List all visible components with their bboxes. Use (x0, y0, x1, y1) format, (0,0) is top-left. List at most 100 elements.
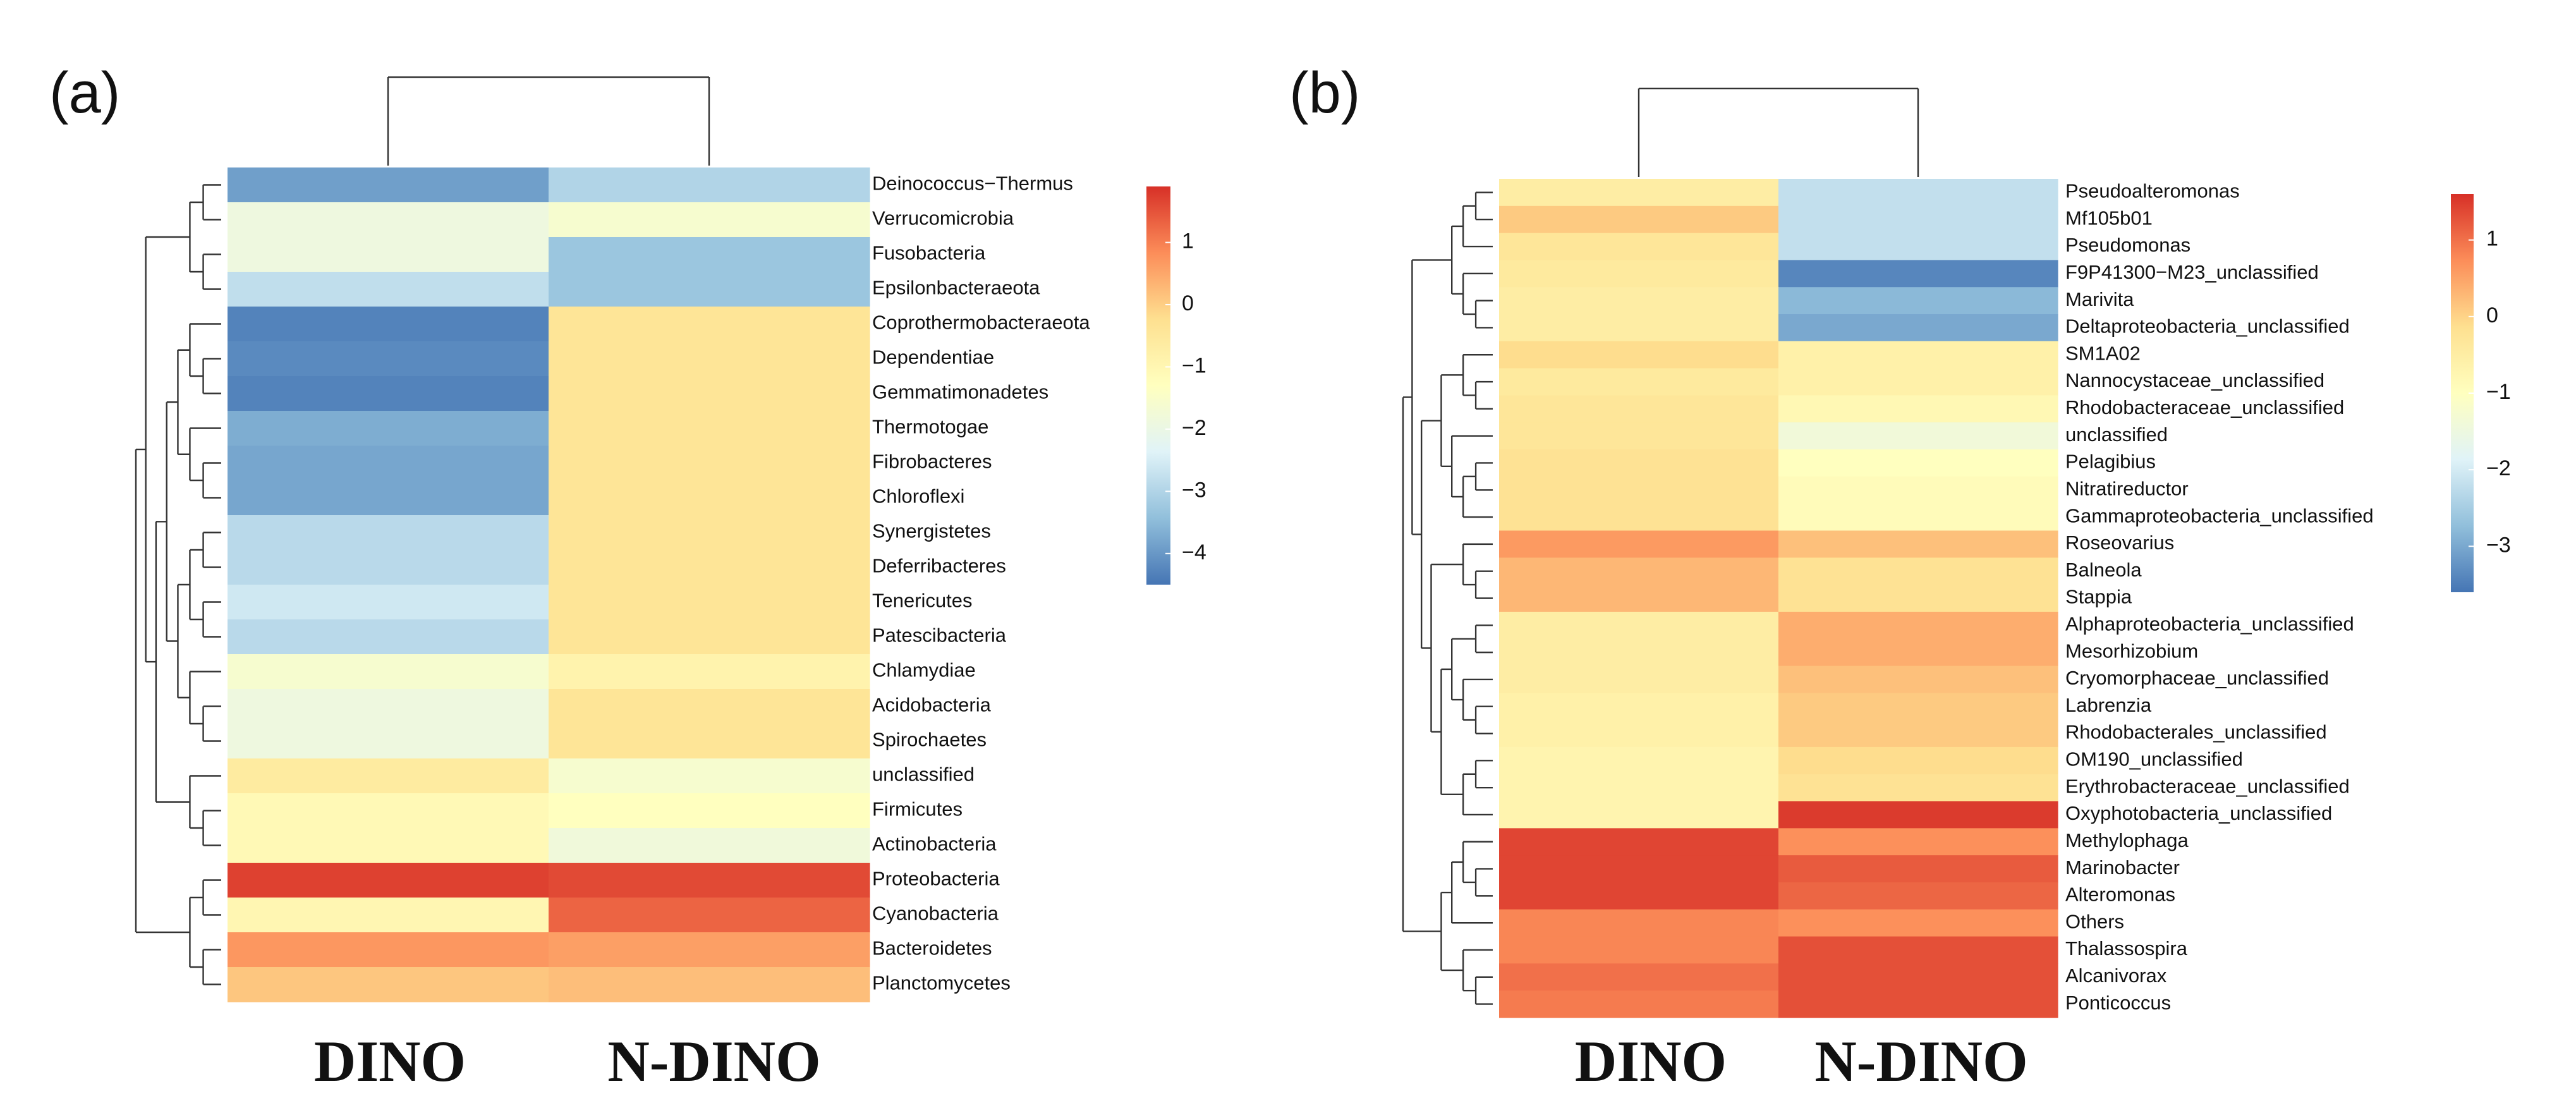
heatmap-cell (1778, 476, 2058, 504)
heatmap-cell (228, 898, 549, 933)
heatmap-cell (1778, 503, 2058, 532)
heatmap-cell (1778, 638, 2058, 667)
heatmap-cell (549, 585, 870, 620)
heatmap-cell (549, 758, 870, 794)
colorbar-tick-label: −1 (2486, 380, 2511, 404)
heatmap-cell (228, 411, 549, 446)
column-dendrogram (1637, 87, 1919, 177)
heatmap-cell (1778, 205, 2058, 234)
heatmap-cell (549, 341, 870, 377)
heatmap-cell (549, 237, 870, 272)
heatmap-cell (1499, 963, 1779, 991)
row-label-firmicutes: Firmicutes (872, 798, 963, 820)
heatmap-cell (228, 376, 549, 411)
heatmap-cell (549, 793, 870, 829)
heatmap-cell (1499, 585, 1779, 612)
heatmap-panel-a: (a) Deinococcus−Thermus Verrucomicrobia Fus… (49, 61, 1206, 1093)
heatmap-cell (1778, 909, 2058, 937)
row-label-nitratireductor: Nitratireductor (2065, 477, 2189, 499)
heatmap-cell (228, 446, 549, 481)
row-label-om190-unclassified: OM190_unclassified (2065, 748, 2243, 770)
row-label-rhodobacteraceae-unclassified: Rhodobacteraceae_unclassified (2065, 396, 2344, 418)
heatmap-cell (1778, 585, 2058, 612)
row-label-fibrobacteres: Fibrobacteres (872, 451, 992, 473)
heatmap-cell (1499, 260, 1779, 288)
row-label-alcanivorax: Alcanivorax (2065, 965, 2167, 987)
heatmap-cell (228, 724, 549, 759)
row-label-patescibacteria: Patescibacteria (872, 624, 1007, 647)
row-label-verrucomicrobia: Verrucomicrobia (872, 207, 1014, 229)
row-label-roseovarius: Roseovarius (2065, 532, 2174, 554)
heatmap-cell (549, 550, 870, 585)
heatmap-cell (1499, 990, 1779, 1018)
heatmap-cell (1499, 936, 1779, 964)
heatmap-cell (1778, 963, 2058, 991)
heatmap-cell (1778, 260, 2058, 288)
colorbar-tick-label: 1 (2486, 227, 2498, 251)
heatmap-cell (1499, 909, 1779, 937)
colorbar-tick-label: −3 (1182, 478, 1206, 502)
row-label-deinococcus-thermus: Deinococcus−Thermus (872, 173, 1073, 195)
row-label-dependentiae: Dependentiae (872, 346, 994, 368)
heatmap-cell (1499, 638, 1779, 667)
heatmap-cell (1778, 422, 2058, 450)
heatmap-cell (1778, 882, 2058, 910)
heatmap-cell (228, 307, 549, 342)
heatmap-cell (228, 619, 549, 655)
heatmap-cell (228, 480, 549, 516)
heatmap-cell (1778, 341, 2058, 369)
heatmap-cell (1499, 611, 1779, 640)
row-label-mf105b01: Mf105b01 (2065, 207, 2153, 229)
column-label-n-dino: N-DINO (607, 1029, 820, 1093)
row-label-acidobacteria: Acidobacteria (872, 694, 992, 716)
heatmap-cell (228, 863, 549, 898)
row-label-thermotogae: Thermotogae (872, 416, 988, 438)
row-label-labrenzia: Labrenzia (2065, 694, 2152, 716)
heatmap-cell (1778, 990, 2058, 1018)
heatmap-cell (1499, 855, 1779, 883)
panel-label-b: (b) (1289, 61, 1360, 125)
heatmap-cell (1499, 179, 1779, 207)
heatmap-cell (549, 480, 870, 516)
heatmap-cell (1499, 422, 1779, 450)
heatmap-cell (549, 411, 870, 446)
heatmap-cell (228, 341, 549, 377)
heatmap-cell (1778, 179, 2058, 207)
row-label-cyanobacteria: Cyanobacteria (872, 903, 999, 925)
row-label-others: Others (2065, 910, 2124, 932)
heatmap-cell (549, 724, 870, 759)
heatmap-cell (549, 167, 870, 203)
heatmap-cell (1778, 666, 2058, 693)
heatmap-cell (549, 376, 870, 411)
row-label-methylophaga: Methylophaga (2065, 829, 2189, 851)
row-label-alteromonas: Alteromonas (2065, 884, 2175, 906)
heatmap-cell (1778, 395, 2058, 423)
heatmap-cell (549, 307, 870, 342)
heatmap-cell (1778, 557, 2058, 585)
row-label-f9p41300-m23-unclassified: F9P41300−M23_unclassified (2065, 261, 2319, 283)
colorbar-tick-label: 1 (1182, 229, 1194, 253)
heatmap-cell (1778, 530, 2058, 558)
heatmap-cell (549, 446, 870, 481)
heatmap-cell (228, 828, 549, 863)
row-label-fusobacteria: Fusobacteria (872, 242, 986, 264)
heatmap-cell (228, 202, 549, 238)
row-label-oxyphotobacteria-unclassified: Oxyphotobacteria_unclassified (2065, 802, 2332, 824)
row-label-sm1a02: SM1A02 (2065, 342, 2141, 364)
heatmap-cell (1499, 287, 1779, 315)
colorbar-tick-label: −2 (1182, 416, 1206, 440)
heatmap-cell (228, 654, 549, 690)
heatmap-cell (1778, 774, 2058, 802)
panel-label-a: (a) (49, 61, 120, 125)
heatmap-cell (1499, 530, 1779, 558)
heatmap-cell (1499, 557, 1779, 585)
heatmap-cell (1778, 314, 2058, 342)
heatmap-cell (549, 932, 870, 968)
heatmap-cell (549, 619, 870, 655)
row-label-gammaproteobacteria-unclassified: Gammaproteobacteria_unclassified (2065, 504, 2374, 527)
column-dendrogram (387, 76, 710, 166)
row-label-pseudoalteromonas: Pseudoalteromonas (2065, 180, 2240, 202)
row-label-pelagibius: Pelagibius (2065, 451, 2156, 473)
row-label-thalassospira: Thalassospira (2065, 937, 2188, 959)
